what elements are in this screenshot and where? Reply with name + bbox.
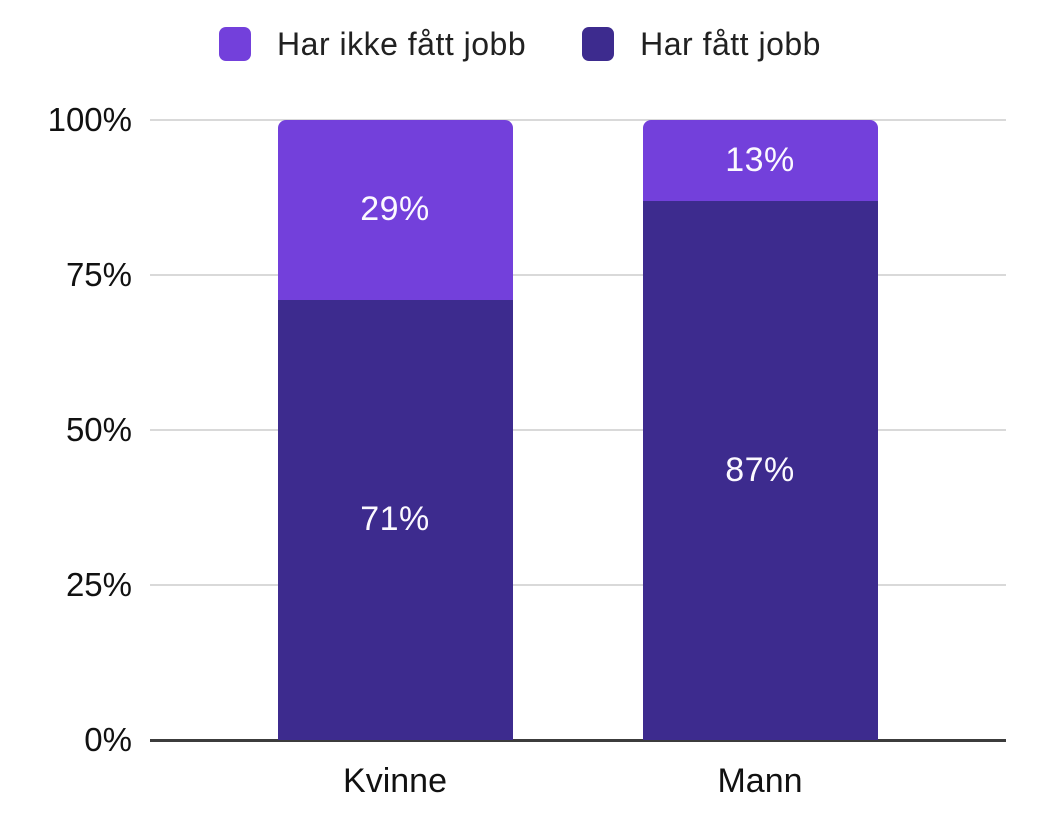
chart-legend: Har ikke fått jobb Har fått jobb xyxy=(0,20,1040,68)
y-axis-tick-label: 100% xyxy=(47,101,132,138)
legend-item: Har fått jobb xyxy=(582,26,821,63)
y-axis-tick-label: 50% xyxy=(65,411,132,448)
y-axis-tick-label: 75% xyxy=(65,256,132,293)
bar-value-label: 87% xyxy=(725,450,795,489)
bar-segment: 71% xyxy=(277,299,513,740)
gridline xyxy=(150,584,1006,586)
y-axis-tick-label: 0% xyxy=(84,721,132,758)
legend-color-swatch xyxy=(582,27,615,61)
bar-segment: 29% xyxy=(277,120,513,300)
legend-item: Har ikke fått jobb xyxy=(219,26,526,63)
bar-value-label: 13% xyxy=(725,140,795,179)
gridline xyxy=(150,274,1006,276)
bar-segment: 13% xyxy=(642,120,878,201)
gridline xyxy=(150,429,1006,431)
x-axis-category-label: Kvinne xyxy=(343,762,447,800)
x-axis-line xyxy=(150,738,1006,742)
bar-value-label: 29% xyxy=(360,190,430,229)
bar-value-label: 71% xyxy=(360,500,430,539)
legend-label: Har fått jobb xyxy=(640,25,821,62)
gridline xyxy=(150,119,1006,121)
bar-segment: 87% xyxy=(642,200,878,740)
legend-label: Har ikke fått jobb xyxy=(277,25,527,62)
legend-color-swatch xyxy=(219,27,252,61)
y-axis-tick-label: 25% xyxy=(65,566,132,603)
x-axis-category-label: Mann xyxy=(717,762,803,800)
